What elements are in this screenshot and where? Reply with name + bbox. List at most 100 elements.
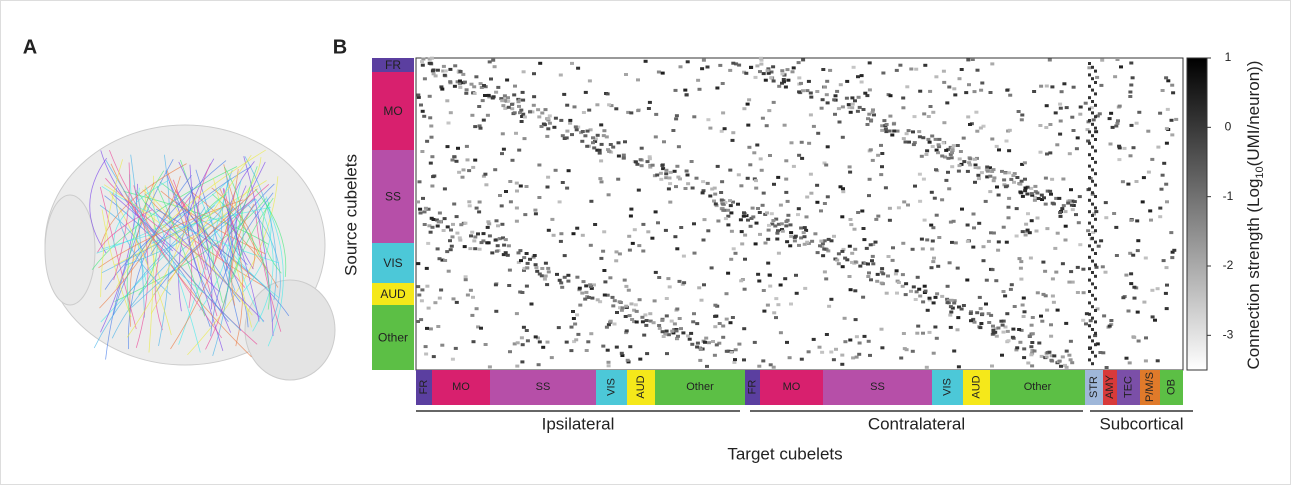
heatmap-cell <box>519 109 523 112</box>
heatmap-cell <box>681 331 685 334</box>
heatmap-cell <box>907 129 911 132</box>
heatmap-cell <box>904 141 908 144</box>
heatmap-cell <box>1068 152 1072 155</box>
heatmap-cell <box>464 275 468 278</box>
heatmap-cell <box>463 81 467 84</box>
heatmap-cell <box>702 59 706 62</box>
heatmap-cell <box>532 95 536 98</box>
y-axis-label: Source cubelets <box>341 154 360 276</box>
heatmap-cell <box>546 127 550 130</box>
heatmap-cell <box>692 222 696 225</box>
heatmap-cell <box>991 325 995 328</box>
heatmap-cell <box>526 262 530 265</box>
heatmap-cell <box>1013 305 1017 308</box>
heatmap-cell <box>849 288 853 291</box>
heatmap-cell <box>567 169 571 172</box>
heatmap-cell <box>880 165 884 168</box>
heatmap-cell <box>803 235 807 238</box>
heatmap-cell <box>1088 267 1091 270</box>
heatmap-cell <box>728 169 732 172</box>
heatmap-cell <box>810 240 814 243</box>
heatmap-cell <box>1020 118 1024 121</box>
heatmap-cell <box>600 143 604 146</box>
heatmap-cell <box>898 64 902 67</box>
heatmap-cell <box>580 140 584 143</box>
heatmap-cell <box>585 145 589 148</box>
heatmap-cell <box>982 259 986 262</box>
heatmap-cell <box>682 281 686 284</box>
heatmap-cell <box>1007 339 1011 342</box>
heatmap-cell <box>583 134 587 137</box>
heatmap-cell <box>484 343 488 346</box>
heatmap-cell <box>507 284 511 287</box>
heatmap-cell <box>665 314 669 317</box>
heatmap-cell <box>746 124 750 127</box>
heatmap-cell <box>784 220 788 223</box>
heatmap-cell <box>648 312 652 315</box>
heatmap-cell <box>588 79 592 82</box>
heatmap-cell <box>691 320 695 323</box>
heatmap-cell <box>700 299 704 302</box>
heatmap-cell <box>1091 191 1094 194</box>
heatmap-cell <box>973 181 977 184</box>
heatmap-cell <box>876 154 880 157</box>
heatmap-cell <box>614 107 618 110</box>
heatmap-cell <box>991 268 995 271</box>
heatmap-cell <box>825 93 829 96</box>
heatmap-cell <box>530 303 534 306</box>
heatmap-cell <box>599 257 603 260</box>
heatmap-cell <box>525 285 529 288</box>
heatmap-cell <box>869 148 873 151</box>
heatmap-cell <box>569 349 573 352</box>
heatmap-cell <box>1045 356 1049 359</box>
heatmap-cell <box>685 170 689 173</box>
heatmap-cell <box>1144 257 1148 260</box>
heatmap-cell <box>1156 359 1160 362</box>
heatmap-cell <box>767 224 771 227</box>
heatmap-cell <box>543 278 547 281</box>
heatmap-cell <box>979 322 983 325</box>
heatmap-cell <box>1031 332 1035 335</box>
heatmap-cell <box>436 247 440 250</box>
heatmap-cell <box>437 220 441 223</box>
heatmap-cell <box>586 130 590 133</box>
heatmap-cell <box>658 327 662 330</box>
heatmap-cell <box>755 144 759 147</box>
heatmap-cell <box>921 247 925 250</box>
heatmap-cell <box>920 155 924 158</box>
heatmap-cell <box>525 329 529 332</box>
heatmap-cell <box>424 345 428 348</box>
heatmap-cell <box>978 296 982 299</box>
heatmap-cell <box>695 346 699 349</box>
heatmap-cell <box>666 277 670 280</box>
heatmap-cell <box>1099 84 1103 87</box>
heatmap-cell <box>453 64 457 67</box>
heatmap-cell <box>1109 143 1113 146</box>
heatmap-cell <box>925 149 929 152</box>
heatmap-cell <box>627 235 631 238</box>
heatmap-cell <box>935 292 939 295</box>
heatmap-cell <box>617 141 621 144</box>
heatmap-cell <box>1005 241 1009 244</box>
heatmap-cell <box>1073 200 1077 203</box>
heatmap-cell <box>596 134 600 137</box>
heatmap-cell <box>562 93 566 96</box>
heatmap-cell <box>1020 114 1024 117</box>
heatmap-cell <box>661 72 665 75</box>
heatmap-cell <box>1039 85 1043 88</box>
heatmap-cell <box>1165 266 1169 269</box>
heatmap-cell <box>1026 362 1030 365</box>
heatmap-cell <box>548 122 552 125</box>
heatmap-cell <box>546 341 550 344</box>
heatmap-cell <box>937 138 941 141</box>
heatmap-cell <box>431 226 435 229</box>
heatmap-cell <box>840 354 844 357</box>
heatmap-cell <box>537 115 541 118</box>
heatmap-cell <box>618 252 622 255</box>
heatmap-cell <box>772 366 776 369</box>
heatmap-cell <box>486 226 490 229</box>
heatmap-cell <box>635 310 639 313</box>
heatmap-cell <box>821 98 825 101</box>
heatmap-cell <box>829 351 833 354</box>
heatmap-cell <box>644 60 648 63</box>
